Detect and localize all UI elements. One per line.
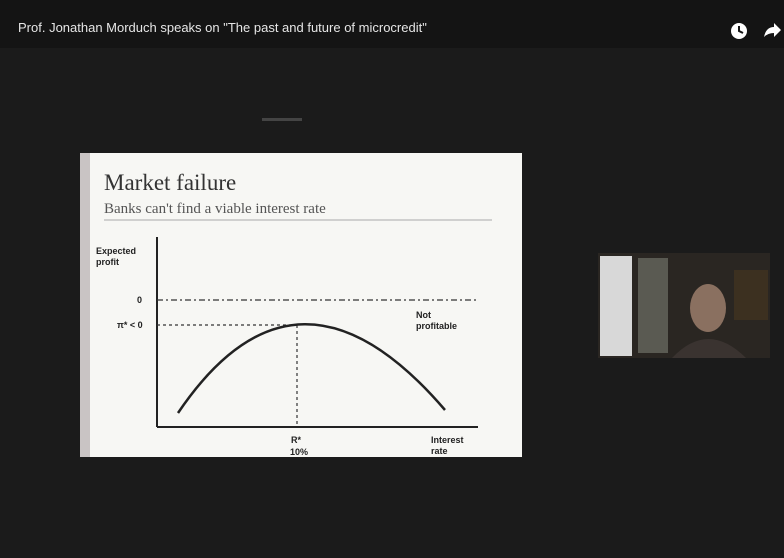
page: Prof. Jonathan Morduch speaks on "The pa… [0,0,784,558]
r-value: 10% [290,447,308,457]
watch-later-icon[interactable] [731,23,747,39]
slide: Market failure Banks can't find a viable… [80,153,522,457]
projector-mark [262,118,302,121]
zero-label: 0 [137,295,142,305]
video-title[interactable]: Prof. Jonathan Morduch speaks on "The pa… [18,20,427,35]
video-player: Prof. Jonathan Morduch speaks on "The pa… [0,0,784,558]
r-label: R* [291,435,301,445]
slide-subtitle: Banks can't find a viable interest rate [104,201,326,217]
pi-label: π* < 0 [117,320,143,330]
webcam-inset [598,253,770,358]
slide-title: Market failure [104,170,236,195]
